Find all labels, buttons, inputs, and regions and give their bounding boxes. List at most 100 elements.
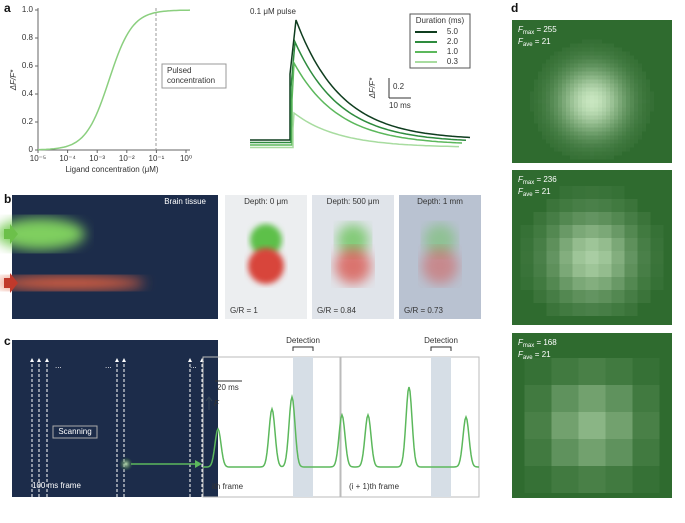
pixel	[578, 75, 582, 80]
x-tick-label: 10⁻³	[89, 154, 105, 163]
stat: Fmax = 168	[518, 338, 557, 348]
pixel	[554, 127, 558, 132]
pixel	[646, 83, 650, 88]
pixel	[546, 119, 550, 124]
pixel	[533, 290, 547, 303]
pixel	[605, 385, 633, 412]
pixel	[630, 99, 634, 104]
pixel	[534, 87, 538, 92]
detection-window	[293, 357, 313, 497]
pixel	[646, 95, 650, 100]
pixel	[598, 51, 602, 56]
pixel	[598, 75, 602, 80]
pixel	[562, 127, 566, 132]
pixel	[618, 131, 622, 136]
pixel	[594, 99, 598, 104]
pixel	[542, 83, 546, 88]
pixel	[626, 119, 630, 124]
pixel	[602, 55, 606, 60]
pixel	[626, 67, 630, 72]
pixel	[610, 87, 614, 92]
pixel	[570, 111, 574, 116]
pixel	[634, 111, 638, 116]
pixel	[606, 43, 610, 48]
y-tick-label: 0.8	[22, 33, 34, 42]
pixel	[610, 155, 614, 160]
scan-arrow	[45, 358, 49, 362]
pixel	[534, 95, 538, 100]
pixel	[582, 91, 586, 96]
arrow	[195, 460, 202, 468]
pulse-curve	[250, 60, 463, 146]
pixel	[586, 131, 590, 136]
pixel	[574, 139, 578, 144]
pixel	[562, 79, 566, 84]
pixel	[626, 131, 630, 136]
pixel	[562, 135, 566, 140]
pixel	[538, 83, 542, 88]
pixel	[602, 91, 606, 96]
pixel	[630, 131, 634, 136]
pixel	[622, 59, 626, 64]
pixel	[618, 47, 622, 52]
panel-label: c	[4, 334, 11, 348]
stat-symbol: F	[518, 350, 524, 359]
x-label: Ligand concentration (μM)	[65, 165, 158, 174]
pixel	[578, 63, 582, 68]
pixel	[614, 115, 618, 120]
pixel	[634, 107, 638, 112]
pixel	[624, 225, 638, 238]
pixel	[578, 412, 606, 439]
pixel	[578, 71, 582, 76]
pixel	[602, 151, 606, 156]
pixel	[650, 225, 664, 238]
pixel	[622, 63, 626, 68]
pixel	[602, 155, 606, 160]
title: 0.1 μM pulse	[250, 7, 297, 16]
pixel	[646, 111, 650, 116]
pixel	[606, 47, 610, 52]
pixel	[546, 303, 560, 316]
pixel	[570, 63, 574, 68]
pixel	[578, 107, 582, 112]
pixel	[566, 55, 570, 60]
pixel	[554, 55, 558, 60]
pixel	[559, 212, 573, 225]
pixel	[618, 107, 622, 112]
pixel	[590, 71, 594, 76]
pixel	[582, 111, 586, 116]
pixel	[610, 95, 614, 100]
pixel	[582, 99, 586, 104]
pixel	[578, 51, 582, 56]
depth-title: Depth: 0 μm	[244, 197, 288, 206]
pixel	[634, 103, 638, 108]
pixel	[606, 67, 610, 72]
pixel	[551, 385, 579, 412]
pixel	[606, 127, 610, 132]
pixel	[558, 67, 562, 72]
pixel	[570, 59, 574, 64]
pixel	[590, 83, 594, 88]
pixel	[634, 79, 638, 84]
pixel	[642, 95, 646, 100]
pixel	[524, 439, 552, 466]
pixel	[622, 143, 626, 148]
pixel	[550, 95, 554, 100]
dots: ...	[105, 361, 112, 370]
y-tick-label: 0.2	[22, 117, 34, 126]
pixel	[598, 91, 602, 96]
pixel	[574, 135, 578, 140]
pixel	[606, 115, 610, 120]
pixel	[574, 115, 578, 120]
pixel	[550, 135, 554, 140]
pixel	[578, 55, 582, 60]
pixel	[650, 107, 654, 112]
pixel	[578, 155, 582, 160]
pixel	[602, 115, 606, 120]
pixel	[634, 91, 638, 96]
pixel	[637, 225, 651, 238]
pixel	[558, 75, 562, 80]
legend-label: 0.3	[447, 57, 459, 66]
pixel	[638, 135, 642, 140]
pixel	[594, 39, 598, 44]
